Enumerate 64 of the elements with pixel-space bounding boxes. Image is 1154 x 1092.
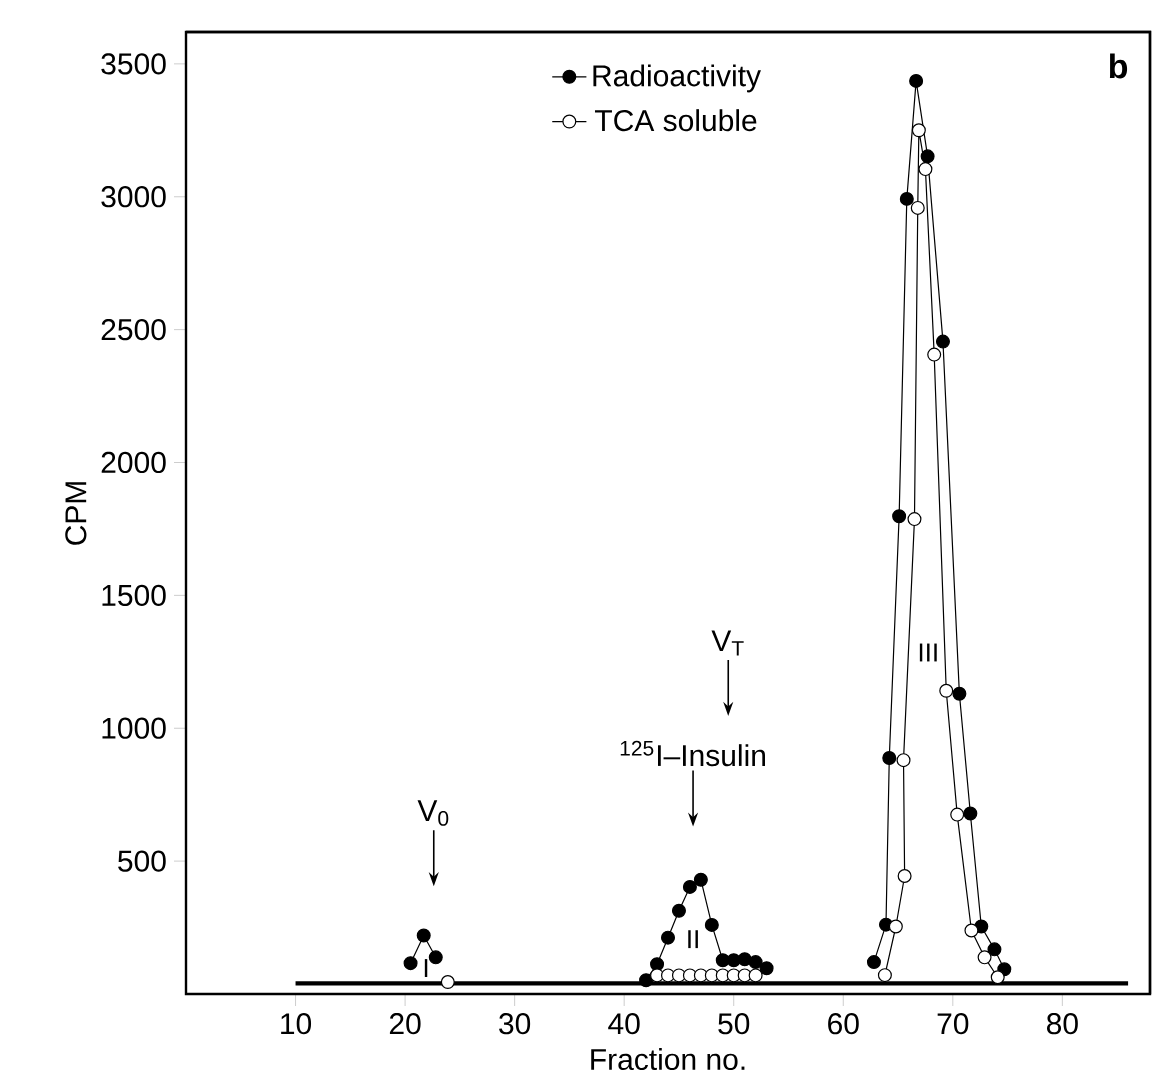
x-axis-title: Fraction no.	[591, 1048, 745, 1071]
point	[987, 942, 1002, 957]
point	[950, 807, 965, 822]
x-tick-label: 70	[937, 1013, 969, 1035]
point	[759, 961, 774, 976]
point	[897, 869, 912, 884]
annotation: V$_{T}$	[711, 630, 744, 656]
y-tick-label: 1000	[102, 717, 166, 739]
annotation: II	[688, 930, 698, 949]
point	[416, 928, 431, 943]
point	[896, 753, 911, 768]
annotation: I	[424, 959, 428, 977]
legend-label: Radioactivity	[593, 64, 761, 93]
annotation: V$_{0}$	[417, 800, 449, 826]
point	[671, 903, 686, 918]
y-tick-label: 2500	[101, 319, 166, 341]
point	[963, 806, 978, 821]
y-tick-label: 3000	[101, 186, 166, 208]
annotation: b	[1109, 53, 1128, 79]
point	[977, 950, 992, 965]
point	[693, 872, 708, 887]
y-tick-label: 2000	[101, 451, 166, 474]
x-tick-label: 80	[1046, 1013, 1078, 1035]
point	[920, 149, 935, 164]
point	[737, 952, 752, 967]
y-tick-label: 1500	[102, 584, 166, 606]
y-axis-title: CPM	[65, 482, 87, 545]
point	[748, 968, 763, 983]
point	[428, 950, 443, 965]
x-tick-label: 10	[281, 1013, 312, 1035]
legend-label: TCA soluble	[594, 109, 757, 132]
point	[403, 956, 418, 971]
point	[440, 975, 455, 990]
point	[927, 347, 942, 362]
point	[911, 123, 926, 138]
y-tick-label: 500	[118, 850, 166, 872]
x-tick-label: 20	[389, 1013, 421, 1035]
point	[935, 334, 950, 349]
point	[910, 200, 925, 215]
point	[952, 686, 967, 701]
point	[877, 968, 892, 983]
x-tick-label: 30	[499, 1013, 531, 1035]
x-tick-label: 50	[718, 1013, 750, 1035]
point	[899, 191, 914, 206]
annotation: III	[919, 643, 937, 662]
point	[866, 955, 881, 970]
point	[918, 162, 933, 177]
point	[682, 879, 697, 894]
point	[939, 683, 954, 698]
x-tick-label: 60	[828, 1013, 859, 1035]
point	[892, 509, 907, 524]
point	[909, 73, 924, 88]
point	[639, 973, 654, 988]
point	[907, 512, 922, 527]
point	[990, 970, 1005, 985]
point	[704, 917, 719, 932]
point	[661, 930, 675, 945]
point	[888, 919, 903, 934]
point	[964, 923, 979, 938]
x-tick-label: 40	[608, 1013, 640, 1035]
y-tick-label: 3500	[101, 53, 166, 75]
point	[882, 751, 897, 766]
annotation: $^{125}$I–Insulin	[620, 740, 765, 767]
point	[748, 955, 763, 970]
